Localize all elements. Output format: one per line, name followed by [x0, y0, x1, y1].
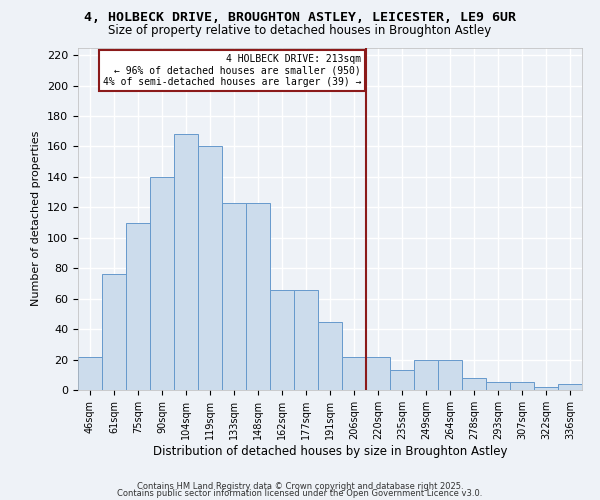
Bar [414, 360, 438, 390]
Bar [246, 203, 270, 390]
Text: Size of property relative to detached houses in Broughton Astley: Size of property relative to detached ho… [109, 24, 491, 37]
Text: 4 HOLBECK DRIVE: 213sqm
← 96% of detached houses are smaller (950)
4% of semi-de: 4 HOLBECK DRIVE: 213sqm ← 96% of detache… [103, 54, 361, 87]
Bar [222, 203, 246, 390]
Bar [462, 378, 486, 390]
Bar [534, 387, 558, 390]
Bar [294, 290, 318, 390]
Bar [150, 177, 174, 390]
Bar [318, 322, 342, 390]
Bar [390, 370, 414, 390]
Bar [366, 356, 390, 390]
Bar [270, 290, 294, 390]
Bar [126, 222, 150, 390]
Bar [558, 384, 582, 390]
Bar [198, 146, 222, 390]
Text: 4, HOLBECK DRIVE, BROUGHTON ASTLEY, LEICESTER, LE9 6UR: 4, HOLBECK DRIVE, BROUGHTON ASTLEY, LEIC… [84, 11, 516, 24]
Bar [438, 360, 462, 390]
Bar [510, 382, 534, 390]
Bar [486, 382, 510, 390]
Bar [78, 356, 102, 390]
Bar [102, 274, 126, 390]
Bar [174, 134, 198, 390]
Y-axis label: Number of detached properties: Number of detached properties [31, 131, 41, 306]
Text: Contains HM Land Registry data © Crown copyright and database right 2025.: Contains HM Land Registry data © Crown c… [137, 482, 463, 491]
Bar [342, 356, 366, 390]
Text: Contains public sector information licensed under the Open Government Licence v3: Contains public sector information licen… [118, 490, 482, 498]
X-axis label: Distribution of detached houses by size in Broughton Astley: Distribution of detached houses by size … [153, 444, 507, 458]
